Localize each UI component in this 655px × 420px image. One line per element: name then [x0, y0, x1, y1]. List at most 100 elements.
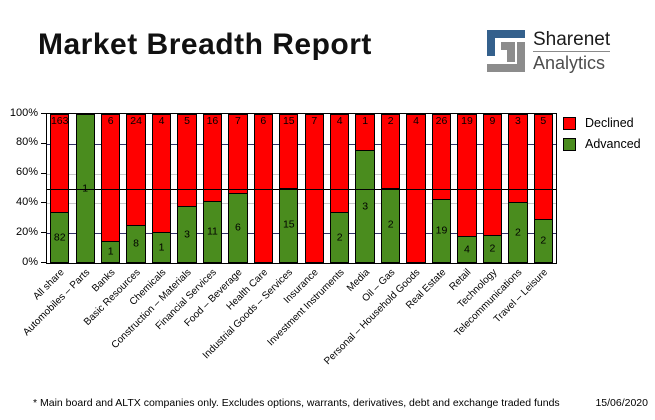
declined-value: 6 — [260, 115, 267, 127]
advanced-value: 8 — [133, 237, 139, 250]
chart-legend: Declined Advanced — [563, 116, 641, 158]
y-tick-label-80%: 80% — [15, 136, 38, 149]
sharenet-logo-icon — [487, 30, 525, 72]
declined-segment: 6 — [100, 114, 121, 242]
declined-value: 7 — [311, 115, 318, 127]
declined-value: 26 — [435, 115, 448, 128]
bar-retail: 4 19 — [454, 114, 479, 263]
declined-segment: 1 — [355, 114, 375, 152]
declined-value: 163 — [50, 115, 69, 128]
bar-financial-services: 11 16 — [200, 114, 225, 263]
bar-series: 8216311682414351116676151572431224192641… — [47, 114, 556, 263]
declined-segment: 163 — [50, 114, 70, 214]
advanced-segment: 2 — [330, 213, 350, 263]
declined-segment: 7 — [228, 114, 248, 195]
declined-segment: 16 — [202, 114, 223, 203]
advanced-value: 3 — [362, 200, 369, 213]
logo-name: Sharenet — [533, 29, 611, 50]
advanced-swatch-icon — [563, 137, 576, 151]
y-tick-mark — [41, 113, 46, 114]
advanced-value: 11 — [206, 225, 218, 238]
y-tick-label-60%: 60% — [15, 166, 38, 179]
declined-segment: 4 — [330, 114, 350, 214]
advanced-segment: 1 — [151, 233, 172, 263]
legend-item-declined: Declined — [563, 116, 641, 130]
y-tick-label-100%: 100% — [9, 106, 38, 119]
y-tick-mark — [41, 142, 46, 144]
page-title: Market Breadth Report — [38, 28, 372, 61]
declined-value: 2 — [387, 115, 394, 127]
declined-value: 4 — [413, 115, 419, 127]
declined-segment: 5 — [533, 114, 553, 221]
declined-value: 4 — [158, 115, 165, 128]
advanced-segment: 6 — [228, 194, 248, 263]
advanced-value: 2 — [336, 231, 343, 244]
declined-value: 19 — [461, 115, 473, 128]
advanced-value: 15 — [282, 218, 295, 231]
advanced-segment: 1 — [100, 241, 121, 263]
report-date: 15/06/2020 — [595, 397, 648, 409]
declined-value: 4 — [336, 115, 343, 128]
advanced-segment: 4 — [457, 237, 477, 263]
declined-value: 9 — [489, 115, 496, 128]
advanced-segment: 15 — [279, 188, 299, 263]
declined-segment: 9 — [482, 114, 503, 236]
y-tick-mark — [41, 262, 46, 263]
bar-real-estate: 19 26 — [429, 114, 454, 263]
gridline-60 — [47, 173, 556, 175]
declined-segment: 2 — [380, 114, 401, 189]
declined-value: 15 — [282, 115, 295, 127]
chart-plot-area: 8216311682414351116676151572431224192641… — [46, 113, 557, 264]
y-tick-mark — [41, 172, 46, 174]
gridline-80 — [47, 143, 556, 145]
declined-segment: 3 — [508, 114, 528, 204]
declined-segment: 4 — [151, 114, 172, 234]
advanced-value: 6 — [234, 221, 241, 234]
advanced-value: 1 — [107, 245, 114, 258]
fifty-percent-reference-line — [47, 188, 556, 190]
advanced-value: 2 — [387, 218, 394, 231]
sharenet-logo-text: Sharenet Analytics — [533, 29, 611, 73]
logo-divider — [533, 51, 611, 52]
logo-subtitle: Analytics — [533, 53, 606, 73]
y-tick-mark — [41, 232, 46, 234]
advanced-value: 2 — [540, 234, 547, 247]
advanced-segment: 2 — [508, 203, 528, 263]
declined-swatch-icon — [563, 116, 576, 130]
advanced-value: 1 — [73, 183, 98, 194]
gridline-20 — [47, 233, 556, 235]
legend-label-advanced: Advanced — [585, 137, 641, 151]
y-tick-label-0%: 0% — [22, 255, 38, 268]
declined-value: 24 — [130, 115, 142, 127]
advanced-segment: 19 — [431, 200, 452, 263]
advanced-segment: 11 — [202, 202, 223, 263]
declined-value: 6 — [107, 115, 114, 128]
declined-segment: 26 — [431, 114, 452, 201]
advanced-segment: 2 — [482, 235, 503, 263]
advanced-value: 19 — [435, 224, 448, 237]
bar-basic-resources: 8 24 — [123, 114, 148, 263]
declined-value: 16 — [206, 115, 219, 128]
y-tick-label-40%: 40% — [15, 195, 38, 208]
bar-industrial-goods-services: 15 15 — [276, 114, 301, 263]
advanced-value: 2 — [514, 226, 521, 239]
y-tick-label-20%: 20% — [15, 225, 38, 238]
advanced-segment: 3 — [355, 151, 375, 263]
footnote-text: * Main board and ALTX companies only. Ex… — [33, 397, 560, 409]
sharenet-logo: Sharenet Analytics — [486, 29, 611, 73]
advanced-value: 4 — [464, 243, 470, 256]
declined-segment: 24 — [126, 114, 146, 226]
advanced-segment: 82 — [50, 213, 70, 263]
gridline-40 — [47, 203, 556, 205]
advanced-value: 2 — [489, 242, 496, 255]
footnote-bar: * Main board and ALTX companies only. Ex… — [33, 397, 648, 409]
advanced-segment: 2 — [380, 188, 401, 263]
